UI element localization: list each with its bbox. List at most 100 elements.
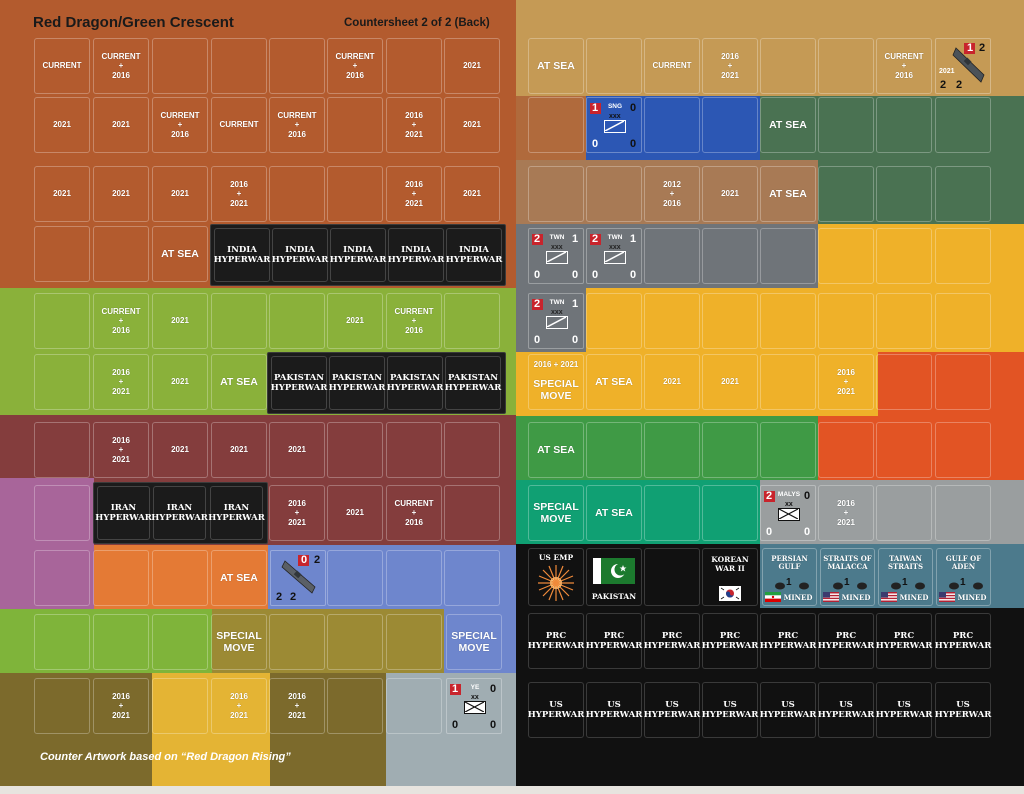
counter[interactable] — [152, 166, 208, 222]
counter[interactable] — [211, 97, 267, 153]
hyperwar-counter[interactable] — [702, 682, 758, 738]
counter[interactable] — [444, 550, 500, 606]
counter[interactable] — [702, 38, 758, 94]
counter[interactable] — [327, 293, 383, 349]
counter[interactable] — [269, 422, 325, 478]
counter[interactable] — [876, 228, 932, 284]
counter[interactable] — [644, 97, 700, 153]
counter[interactable] — [93, 354, 149, 410]
counter[interactable] — [586, 485, 642, 541]
counter[interactable] — [528, 38, 584, 94]
counter[interactable] — [327, 678, 383, 734]
marker-counter-korean-war[interactable] — [702, 548, 758, 606]
counter[interactable] — [93, 97, 149, 153]
counter[interactable] — [327, 38, 383, 94]
counter[interactable] — [644, 228, 700, 284]
counter[interactable] — [935, 485, 991, 541]
counter[interactable] — [34, 422, 90, 478]
hyperwar-counter[interactable] — [210, 486, 263, 540]
hyperwar-counter[interactable] — [876, 613, 932, 669]
counter[interactable] — [34, 550, 90, 606]
counter[interactable] — [34, 226, 90, 282]
counter[interactable] — [34, 97, 90, 153]
counter[interactable] — [876, 354, 932, 410]
hyperwar-counter[interactable] — [330, 228, 386, 282]
counter[interactable] — [935, 354, 991, 410]
counter[interactable] — [269, 293, 325, 349]
counter[interactable] — [818, 354, 874, 410]
hyperwar-counter[interactable] — [876, 682, 932, 738]
counter[interactable] — [876, 485, 932, 541]
counter[interactable] — [644, 38, 700, 94]
counter[interactable] — [211, 614, 267, 670]
counter[interactable] — [935, 293, 991, 349]
counter[interactable] — [327, 166, 383, 222]
hyperwar-counter[interactable] — [935, 613, 991, 669]
unit-counter-twn[interactable]: 2 TWN 1 xxx 0 0 — [586, 228, 642, 284]
counter[interactable] — [152, 38, 208, 94]
counter[interactable] — [269, 678, 325, 734]
hyperwar-counter[interactable] — [153, 486, 206, 540]
counter[interactable] — [818, 38, 874, 94]
hyperwar-counter[interactable] — [214, 228, 270, 282]
marker-counter-gulf-aden[interactable] — [936, 548, 991, 606]
counter[interactable] — [34, 38, 90, 94]
counter[interactable] — [760, 354, 816, 410]
counter[interactable] — [93, 422, 149, 478]
counter[interactable] — [93, 550, 149, 606]
counter[interactable] — [876, 97, 932, 153]
counter[interactable] — [586, 38, 642, 94]
unit-counter-sng[interactable]: 1 SNG 0 xxx 0 0 — [586, 97, 642, 153]
counter[interactable] — [93, 293, 149, 349]
counter[interactable] — [644, 422, 700, 478]
counter[interactable] — [93, 678, 149, 734]
counter[interactable] — [269, 166, 325, 222]
counter[interactable] — [818, 166, 874, 222]
counter[interactable] — [327, 614, 383, 670]
counter[interactable] — [935, 422, 991, 478]
counter[interactable] — [818, 97, 874, 153]
counter[interactable] — [93, 226, 149, 282]
counter[interactable] — [702, 293, 758, 349]
hyperwar-counter[interactable] — [586, 613, 642, 669]
hyperwar-counter[interactable] — [586, 682, 642, 738]
counter[interactable] — [702, 354, 758, 410]
counter[interactable] — [386, 166, 442, 222]
counter[interactable] — [386, 97, 442, 153]
counter[interactable] — [211, 354, 267, 410]
counter[interactable] — [269, 97, 325, 153]
ship-counter-fr[interactable]: 0 2 2 2 — [270, 550, 326, 606]
counter[interactable] — [327, 550, 383, 606]
counter[interactable] — [386, 614, 442, 670]
counter[interactable] — [876, 166, 932, 222]
marker-counter-persian-gulf[interactable] — [762, 548, 817, 606]
counter[interactable] — [528, 166, 584, 222]
counter[interactable] — [386, 485, 442, 541]
marker-counter-taiwan-straits[interactable] — [878, 548, 933, 606]
counter[interactable] — [935, 166, 991, 222]
unit-counter-twn[interactable]: 2 TWN 1 xxx 0 0 — [528, 293, 584, 349]
counter[interactable] — [702, 485, 758, 541]
counter[interactable] — [269, 38, 325, 94]
counter[interactable] — [644, 548, 700, 606]
counter[interactable] — [702, 422, 758, 478]
counter[interactable] — [34, 166, 90, 222]
counter[interactable] — [444, 485, 500, 541]
counter[interactable] — [152, 614, 208, 670]
counter[interactable] — [386, 293, 442, 349]
counter[interactable] — [444, 422, 500, 478]
counter[interactable] — [760, 422, 816, 478]
counter[interactable] — [702, 97, 758, 153]
counter[interactable] — [34, 485, 90, 541]
counter[interactable] — [644, 166, 700, 222]
counter[interactable] — [386, 38, 442, 94]
counter[interactable] — [152, 678, 208, 734]
counter[interactable] — [211, 678, 267, 734]
counter[interactable] — [93, 166, 149, 222]
counter[interactable] — [876, 293, 932, 349]
counter[interactable] — [444, 166, 500, 222]
marker-counter-pakistan[interactable] — [586, 548, 642, 606]
hyperwar-counter[interactable] — [446, 228, 502, 282]
counter[interactable] — [586, 354, 642, 410]
counter[interactable] — [528, 97, 584, 153]
